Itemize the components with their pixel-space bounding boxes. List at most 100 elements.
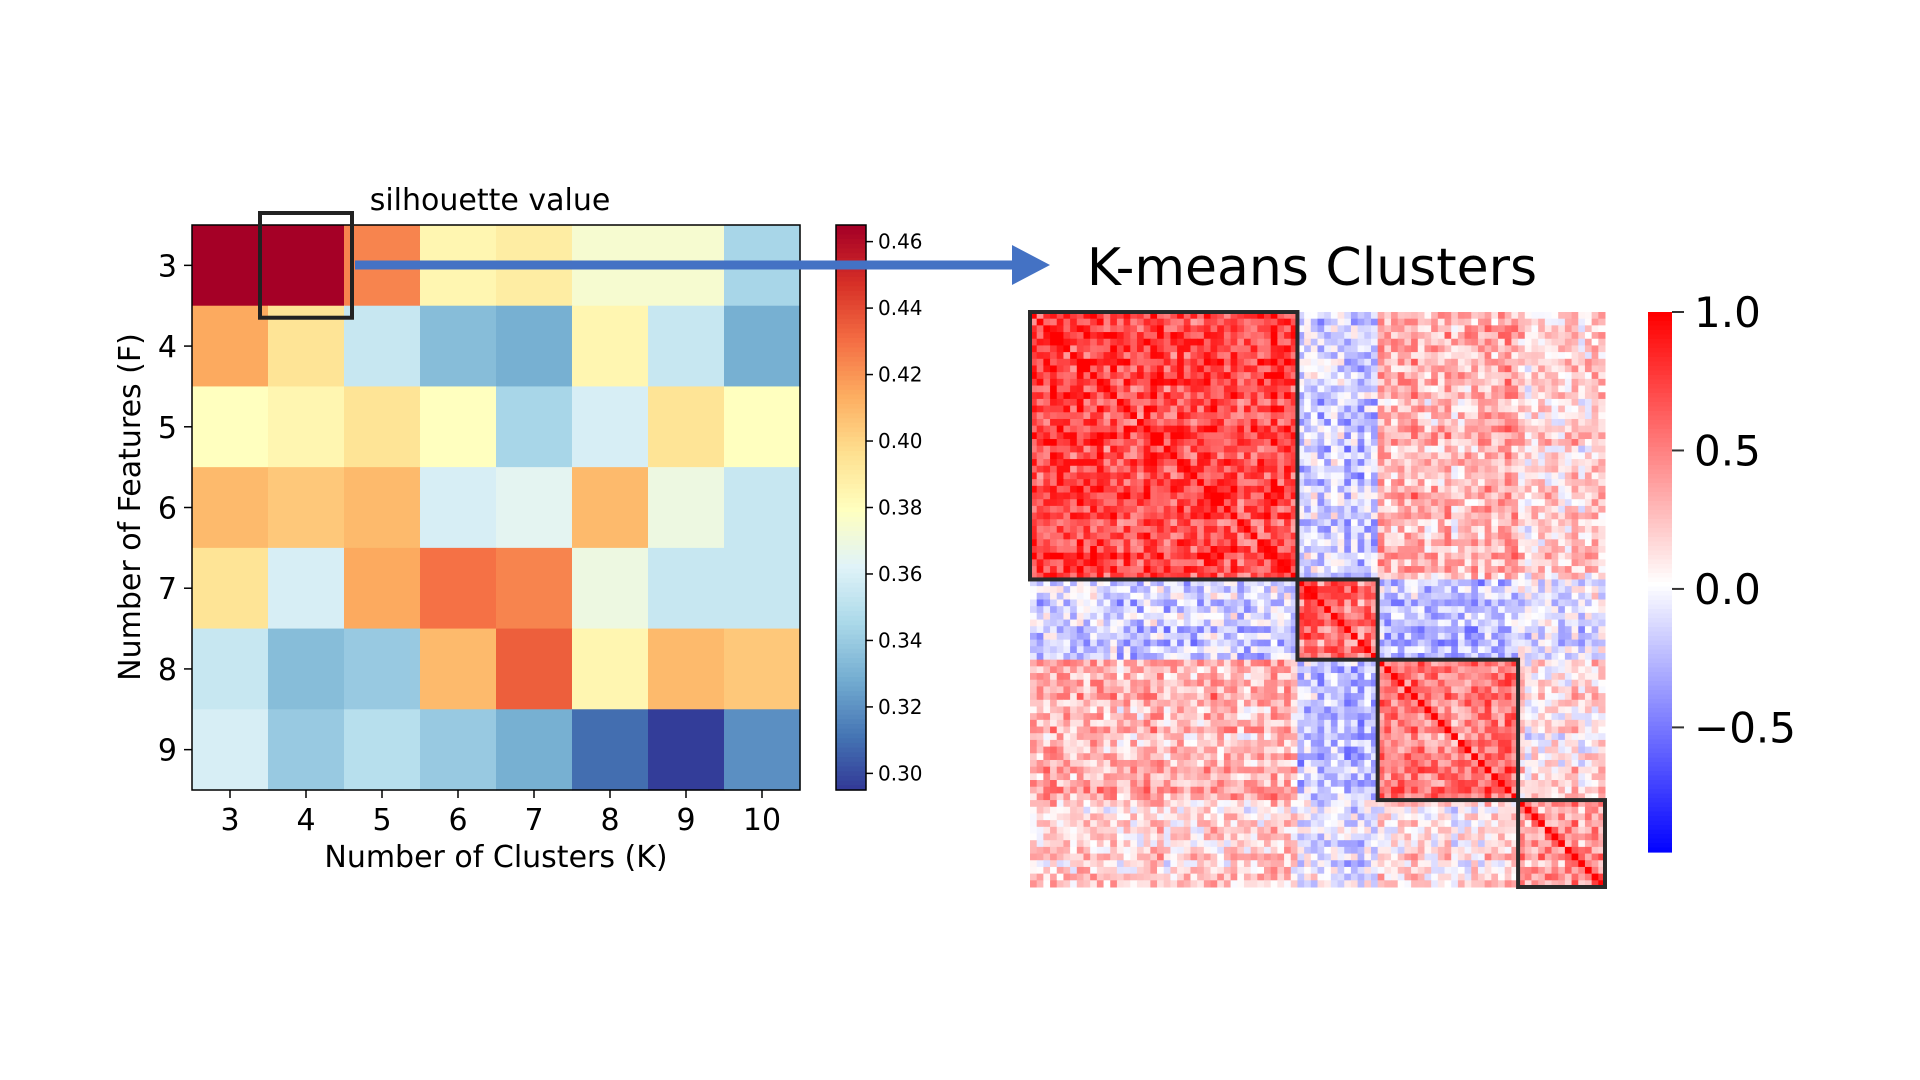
correlation-cell	[1177, 398, 1185, 407]
silhouette-cell	[572, 628, 649, 710]
correlation-cell	[1123, 599, 1131, 607]
correlation-cell	[1464, 325, 1472, 333]
correlation-cell	[1444, 439, 1452, 447]
correlation-cell	[1558, 632, 1566, 641]
correlation-cell	[1591, 405, 1599, 413]
correlation-cell	[1457, 432, 1466, 440]
silhouette-cell	[192, 709, 269, 791]
correlation-cell	[1417, 579, 1425, 587]
correlation-cell	[1136, 646, 1145, 654]
correlation-cell	[1350, 532, 1359, 540]
correlation-cell	[1444, 592, 1452, 600]
correlation-cell	[1210, 439, 1218, 447]
correlation-cell	[1404, 499, 1412, 507]
correlation-cell	[1511, 338, 1519, 346]
correlation-cell	[1578, 659, 1586, 667]
correlation-cell	[1551, 378, 1559, 387]
correlation-cell	[1491, 512, 1499, 520]
correlation-cell	[1558, 532, 1566, 540]
correlation-cell	[1096, 532, 1105, 540]
correlation-cell	[1397, 626, 1405, 634]
correlation-cell	[1297, 652, 1305, 661]
correlation-cell	[1157, 459, 1165, 467]
correlation-cell	[1598, 639, 1606, 647]
correlation-cell	[1370, 612, 1379, 621]
correlation-cell	[1511, 345, 1519, 353]
correlation-cell	[1551, 512, 1559, 520]
correlation-cell	[1464, 312, 1472, 320]
correlation-cell	[1404, 619, 1412, 627]
correlation-cell	[1237, 358, 1245, 366]
correlation-cell	[1451, 519, 1459, 527]
correlation-cell	[1183, 318, 1191, 326]
correlation-cell	[1183, 639, 1191, 647]
correlation-cell	[1136, 365, 1145, 373]
correlation-cell	[1103, 358, 1111, 366]
correlation-cell	[1370, 338, 1379, 346]
correlation-cell	[1578, 372, 1586, 380]
correlation-cell	[1451, 378, 1459, 387]
correlation-cell	[1437, 666, 1446, 674]
correlation-cell	[1477, 626, 1486, 634]
correlation-cell	[1317, 566, 1325, 574]
silhouette-colorbar-segment	[836, 606, 866, 612]
correlation-cell	[1377, 552, 1385, 560]
correlation-cell	[1531, 398, 1539, 407]
correlation-cell	[1578, 385, 1586, 393]
correlation-cell	[1297, 452, 1305, 460]
correlation-cell	[1170, 679, 1178, 687]
correlation-cell	[1584, 372, 1593, 380]
correlation-cell	[1404, 659, 1412, 667]
correlation-cell	[1150, 666, 1158, 674]
correlation-cell	[1163, 632, 1171, 641]
correlation-cell	[1203, 679, 1212, 687]
correlation-cell	[1183, 539, 1191, 547]
correlation-cell	[1043, 619, 1051, 627]
correlation-cell	[1391, 626, 1399, 634]
correlation-cell	[1076, 479, 1084, 487]
correlation-cell	[1411, 392, 1419, 400]
correlation-cell	[1377, 312, 1385, 320]
correlation-cell	[1451, 552, 1459, 560]
correlation-cell	[1230, 385, 1238, 393]
correlation-cell	[1451, 318, 1459, 326]
correlation-cell	[1277, 652, 1285, 661]
correlation-cell	[1030, 325, 1038, 333]
correlation-cell	[1310, 425, 1318, 433]
correlation-cell	[1598, 566, 1606, 574]
correlation-cell	[1190, 398, 1198, 407]
correlation-cell	[1163, 452, 1171, 460]
correlation-cell	[1471, 552, 1479, 560]
correlation-cell	[1431, 492, 1439, 500]
correlation-cell	[1190, 673, 1198, 681]
correlation-cell	[1163, 312, 1171, 320]
correlation-cell	[1564, 612, 1573, 621]
correlation-cell	[1477, 472, 1486, 480]
correlation-cell	[1511, 632, 1519, 641]
correlation-cell	[1070, 439, 1078, 447]
correlation-cell	[1043, 412, 1051, 420]
correlation-cell	[1163, 372, 1171, 380]
correlation-cell	[1056, 559, 1064, 567]
correlation-cell	[1337, 499, 1345, 507]
correlation-cell	[1598, 365, 1606, 373]
correlation-cell	[1143, 652, 1151, 661]
correlation-cell	[1477, 465, 1486, 473]
correlation-cell	[1143, 358, 1151, 366]
correlation-cell	[1484, 345, 1492, 353]
correlation-cell	[1110, 472, 1118, 480]
correlation-cell	[1223, 338, 1232, 346]
correlation-cell	[1511, 318, 1519, 326]
correlation-cell	[1444, 499, 1452, 507]
correlation-cell	[1223, 673, 1232, 681]
correlation-cell	[1544, 485, 1553, 494]
correlation-cell	[1591, 325, 1599, 333]
correlation-cell	[1150, 378, 1158, 387]
correlation-cell	[1217, 566, 1225, 574]
correlation-cell	[1364, 512, 1372, 520]
correlation-cell	[1518, 358, 1526, 366]
correlation-cell	[1337, 673, 1345, 681]
correlation-cell	[1043, 652, 1051, 661]
correlation-cell	[1270, 405, 1278, 413]
correlation-cell	[1384, 652, 1392, 661]
